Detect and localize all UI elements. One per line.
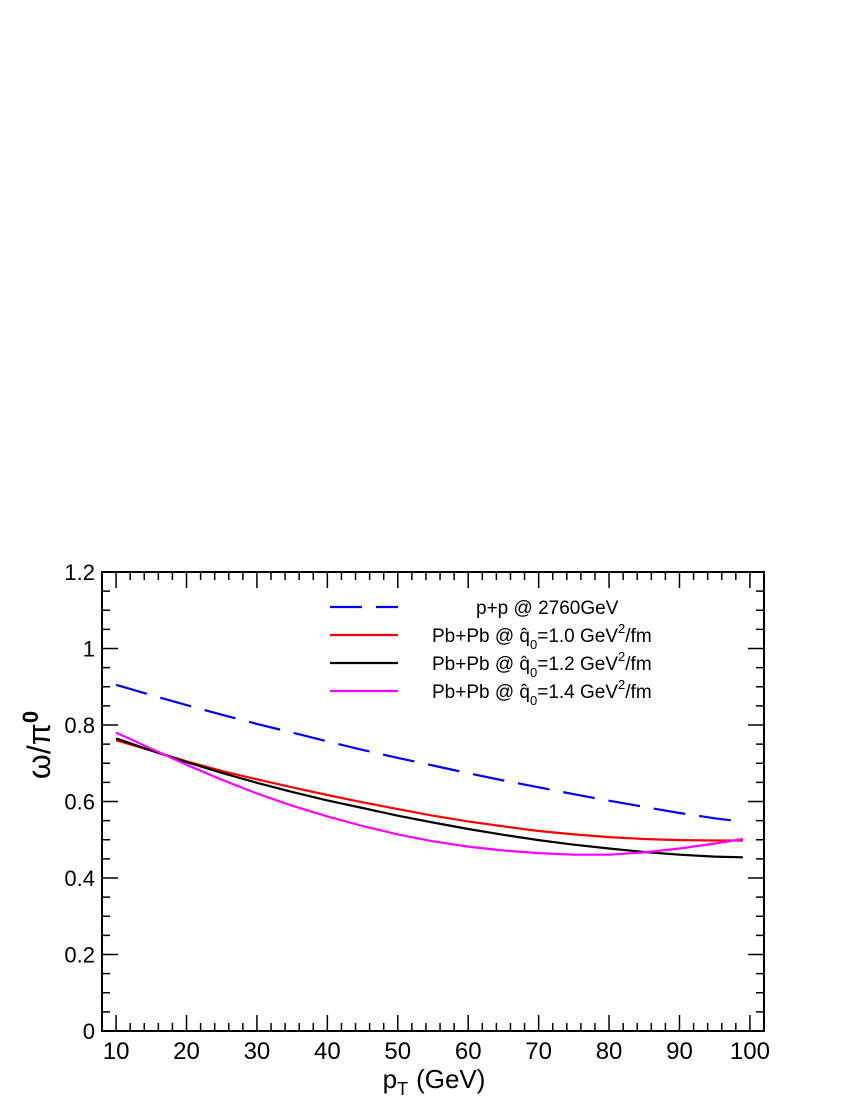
series-layer	[115, 683, 744, 859]
x-tick-label: 50	[384, 1038, 411, 1065]
series-line-1	[115, 683, 744, 823]
x-axis-title: pT (GeV)	[383, 1064, 486, 1099]
y-axis-title-main: ω/π	[21, 723, 57, 779]
x-tick-label: 10	[103, 1038, 130, 1065]
x-tick-label: 80	[596, 1038, 623, 1065]
x-tick-label: 100	[730, 1038, 770, 1065]
series-line-2	[115, 739, 743, 842]
x-axis-title-main: p	[383, 1064, 397, 1094]
y-tick-label: 1.2	[64, 560, 95, 585]
tick-labels: 10 20 30 40 50 60 70 80 90 100 0 0.2 0.4 0.6 0.8 1 1.2	[64, 560, 770, 1065]
x-axis-title-sub: T	[397, 1079, 408, 1099]
x-tick-label: 20	[173, 1038, 200, 1065]
x-axis-title-unit: (GeV)	[416, 1064, 485, 1094]
x-tick-label: 90	[666, 1038, 693, 1065]
x-tick-label: 40	[314, 1038, 341, 1065]
y-axis-title: ω/π0	[18, 711, 57, 779]
legend-label-2: Pb+Pb @ q̂0=1.0 GeV2/fm	[432, 621, 652, 652]
series-line-4	[115, 731, 744, 856]
y-tick-label: 0.8	[64, 713, 95, 738]
y-tick-label: 1	[83, 637, 95, 662]
axis-ticks	[102, 571, 764, 1032]
y-tick-label: 0.4	[64, 866, 95, 891]
x-tick-label: 60	[455, 1038, 482, 1065]
y-tick-label: 0	[83, 1019, 95, 1044]
legend-label-3: Pb+Pb @ q̂0=1.2 GeV2/fm	[432, 649, 652, 680]
y-axis-title-sup: 0	[18, 711, 43, 723]
x-tick-label: 30	[244, 1038, 271, 1065]
y-tick-label: 0.6	[64, 790, 95, 815]
y-tick-label: 0.2	[64, 943, 95, 968]
x-tick-label: 70	[525, 1038, 552, 1065]
legend-label-1: p+p @ 2760GeV	[476, 598, 619, 619]
legend-label-4: Pb+Pb @ q̂0=1.4 GeV2/fm	[432, 677, 652, 708]
